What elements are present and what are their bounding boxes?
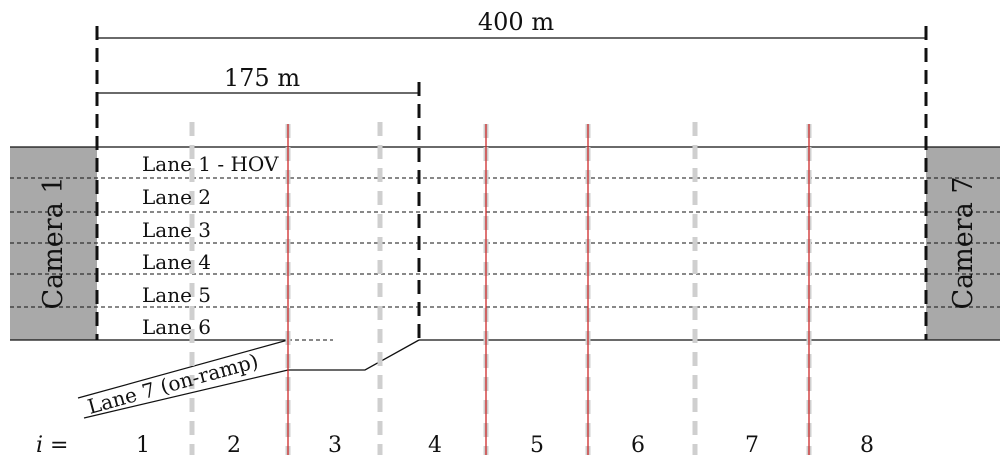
section-index-label: 2: [227, 433, 241, 458]
lane-dividers: [10, 177, 1000, 341]
dimension-label-total: 400 m: [478, 8, 554, 36]
on-ramp-lower-edge: [83, 369, 289, 419]
section-index-label: 4: [428, 433, 442, 458]
lane-label: Lane 4: [142, 250, 211, 274]
dimension-label-partial: 175 m: [224, 64, 300, 92]
section-index-label: 6: [631, 433, 645, 458]
section-index-label: 7: [745, 433, 759, 458]
lane-label: Lane 6: [142, 315, 211, 339]
section-index-prefix: i =: [36, 433, 68, 458]
lane-label: Lane 2: [142, 185, 211, 209]
camera-7-label: Camera 7: [948, 176, 979, 309]
section-index-label: 5: [530, 433, 544, 458]
section-index-label: 3: [328, 433, 342, 458]
on-ramp-edge: [288, 339, 420, 371]
red-boundaries: [285, 124, 812, 455]
section-index-label: 1: [136, 433, 150, 458]
lane-label: Lane 3: [142, 218, 211, 242]
on-ramp-label: Lane 7 (on-ramp): [85, 349, 261, 419]
camera-1-label: Camera 1: [38, 176, 69, 309]
on-ramp-upper-edge: [77, 339, 289, 399]
section-index-label: 8: [860, 433, 874, 458]
gray-boundaries: [189, 122, 698, 455]
extent-markers: [95, 26, 928, 340]
lane-label: Lane 1 - HOV: [142, 152, 279, 176]
lane-label: Lane 5: [142, 283, 211, 307]
